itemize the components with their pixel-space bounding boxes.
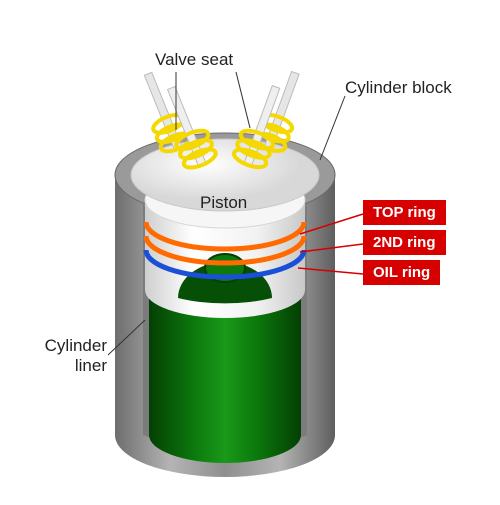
top-ring-label: TOP ring [363, 200, 446, 225]
cylinder-liner-label: Cylinder liner [42, 336, 107, 377]
cylinder-block-leader [320, 96, 345, 160]
piston-label: Piston [200, 193, 247, 213]
oil-ring-label: OIL ring [363, 260, 440, 285]
second-ring-label: 2ND ring [363, 230, 446, 255]
cylinder-block-label: Cylinder block [345, 78, 452, 98]
valve-seat-label: Valve seat [155, 50, 233, 70]
